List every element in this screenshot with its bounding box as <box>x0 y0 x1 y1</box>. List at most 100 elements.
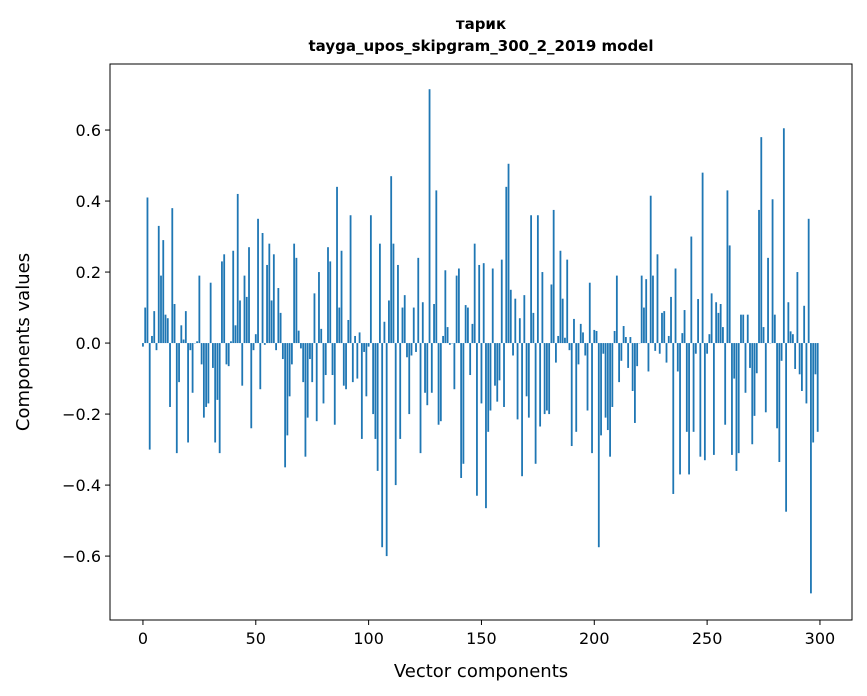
bar-215 <box>627 343 630 368</box>
x-axis: 0 50 100 150 200 250 300 <box>138 620 835 648</box>
bar-40 <box>232 250 235 344</box>
bars-group <box>142 89 819 594</box>
bar-54 <box>263 343 266 345</box>
bar-144 <box>467 307 469 344</box>
x-tick-label: 0 <box>138 629 148 648</box>
bar-173 <box>532 312 535 344</box>
bar-298 <box>814 343 817 375</box>
bar-254 <box>715 302 718 344</box>
bar-230 <box>661 312 663 344</box>
bar-69 <box>297 330 300 344</box>
bar-206 <box>606 343 609 431</box>
x-tick-label: 200 <box>579 629 610 648</box>
bar-87 <box>338 307 341 344</box>
bar-244 <box>692 343 695 432</box>
bar-80 <box>322 343 325 404</box>
y-tick-label: 0.6 <box>76 121 101 140</box>
bar-198 <box>588 282 591 344</box>
bar-93 <box>351 343 354 383</box>
bar-9 <box>162 240 165 344</box>
bar-21 <box>189 343 192 351</box>
bar-299 <box>816 343 819 432</box>
bar-196 <box>584 343 587 356</box>
bar-195 <box>582 332 584 344</box>
bar-131 <box>437 343 440 425</box>
bar-150 <box>480 343 483 404</box>
bar-107 <box>383 321 386 344</box>
bar-13 <box>171 208 174 344</box>
bar-50 <box>254 334 257 344</box>
bar-272 <box>755 343 758 374</box>
bar-72 <box>304 343 307 457</box>
bar-121 <box>415 343 417 352</box>
bar-270 <box>751 343 754 445</box>
bar-197 <box>586 343 589 411</box>
bar-163 <box>509 289 512 344</box>
bar-245 <box>694 343 697 354</box>
bar-193 <box>577 343 580 365</box>
bar-32 <box>214 343 217 443</box>
y-tick-label: −0.6 <box>62 547 101 566</box>
bar-258 <box>724 343 727 425</box>
bar-177 <box>541 272 544 344</box>
bar-49 <box>252 343 255 351</box>
bar-214 <box>624 337 627 344</box>
bar-267 <box>744 343 747 393</box>
bar-265 <box>740 314 742 344</box>
bar-165 <box>514 298 517 344</box>
bar-123 <box>419 343 422 454</box>
bar-274 <box>760 137 763 344</box>
bar-96 <box>358 332 361 344</box>
bar-296 <box>810 343 812 594</box>
bar-240 <box>683 310 686 344</box>
bar-30 <box>209 282 212 344</box>
bar-37 <box>225 343 228 365</box>
bar-174 <box>534 343 537 464</box>
bar-94 <box>354 335 356 344</box>
bar-222 <box>643 307 645 344</box>
bar-24 <box>196 341 199 344</box>
bar-297 <box>812 343 815 443</box>
bar-15 <box>175 343 178 454</box>
bar-41 <box>234 325 237 344</box>
bar-111 <box>392 243 395 344</box>
bar-264 <box>737 343 740 454</box>
bar-228 <box>656 254 659 344</box>
bar-209 <box>613 330 616 344</box>
bar-185 <box>559 250 562 344</box>
bar-82 <box>327 247 329 344</box>
bar-247 <box>699 343 702 457</box>
bar-106 <box>381 343 384 548</box>
bar-234 <box>670 296 672 344</box>
bar-60 <box>277 288 280 344</box>
bar-276 <box>764 343 767 413</box>
y-tick-label: −0.4 <box>62 476 101 495</box>
bar-192 <box>575 343 578 432</box>
bar-186 <box>561 298 564 344</box>
bar-151 <box>482 263 485 344</box>
bar-288 <box>791 334 794 344</box>
bar-16 <box>178 343 180 383</box>
bar-232 <box>665 343 668 363</box>
bar-38 <box>227 343 230 367</box>
bar-194 <box>579 323 582 344</box>
bar-250 <box>706 343 709 354</box>
bar-76 <box>313 293 316 344</box>
bar-27 <box>202 343 205 418</box>
bar-143 <box>464 305 467 344</box>
bar-259 <box>726 190 729 344</box>
bar-86 <box>336 186 338 344</box>
bar-282 <box>778 343 781 463</box>
bar-142 <box>462 343 465 464</box>
bar-175 <box>536 215 539 344</box>
bar-289 <box>794 343 797 369</box>
bar-168 <box>521 343 523 477</box>
bar-291 <box>798 343 801 375</box>
bar-28 <box>205 343 208 407</box>
bar-88 <box>340 250 343 344</box>
bar-108 <box>385 343 388 557</box>
bar-216 <box>629 337 632 344</box>
bar-109 <box>388 300 390 344</box>
bar-124 <box>421 302 424 344</box>
bar-12 <box>169 343 171 407</box>
